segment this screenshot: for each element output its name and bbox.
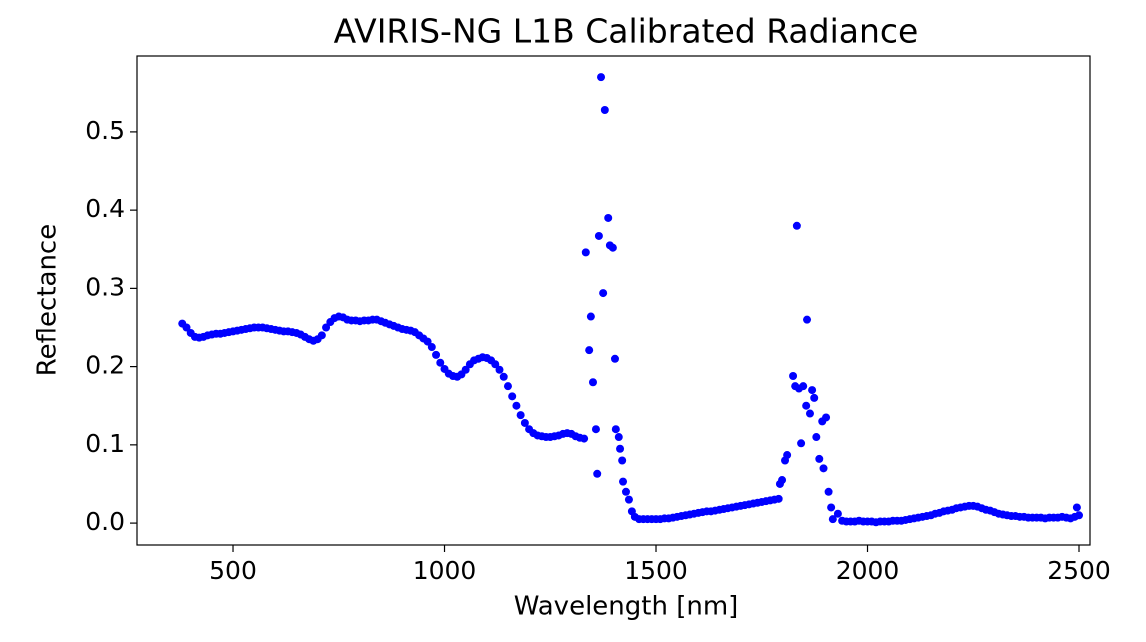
- y-tick-label: 0.0: [85, 507, 125, 536]
- data-point: [827, 503, 836, 512]
- data-point: [597, 73, 606, 82]
- x-tick-label: 1500: [624, 556, 688, 585]
- data-point: [828, 515, 837, 524]
- data-point: [585, 346, 594, 355]
- data-point: [591, 425, 600, 434]
- data-point: [516, 411, 525, 420]
- data-point: [792, 221, 801, 230]
- data-point: [802, 401, 811, 410]
- data-point: [819, 464, 828, 473]
- data-point: [432, 350, 441, 359]
- data-point: [317, 331, 326, 340]
- data-point: [805, 409, 814, 418]
- data-point: [616, 444, 625, 453]
- y-tick-label: 0.3: [85, 272, 125, 301]
- data-point: [812, 433, 821, 442]
- data-point: [491, 360, 500, 369]
- chart-title: AVIRIS-NG L1B Calibrated Radiance: [334, 12, 919, 51]
- data-point: [621, 487, 630, 496]
- y-tick-label: 0.2: [85, 351, 125, 380]
- data-point: [520, 418, 529, 427]
- data-point: [508, 392, 517, 401]
- data-point: [495, 365, 504, 374]
- data-point: [503, 382, 512, 391]
- x-tick-label: 2000: [836, 556, 900, 585]
- y-axis-label: Reflectance: [33, 224, 63, 376]
- data-point: [593, 469, 602, 478]
- y-tick-label: 0.5: [85, 116, 125, 145]
- data-point: [608, 243, 617, 252]
- data-point: [815, 454, 824, 463]
- data-point: [580, 434, 589, 443]
- data-point: [600, 105, 609, 114]
- data-point: [581, 248, 590, 257]
- plot-frame: [136, 55, 1091, 546]
- y-tick-label: 0.4: [85, 194, 125, 223]
- data-point: [833, 509, 842, 518]
- data-point: [586, 312, 595, 321]
- x-tick-label: 500: [209, 556, 257, 585]
- data-point: [423, 337, 432, 346]
- x-tick-label: 2500: [1047, 556, 1111, 585]
- data-point: [614, 433, 623, 442]
- data-point: [594, 231, 603, 240]
- data-point: [810, 393, 819, 402]
- data-point: [783, 451, 792, 460]
- data-point: [789, 372, 798, 381]
- data-point: [436, 358, 445, 367]
- data-point: [182, 323, 191, 332]
- data-point: [599, 289, 608, 298]
- data-point: [808, 386, 817, 395]
- data-point: [799, 382, 808, 391]
- data-point: [461, 365, 470, 374]
- data-point: [824, 487, 833, 496]
- data-point: [322, 323, 331, 332]
- data-point: [1075, 511, 1084, 520]
- data-point: [803, 315, 812, 324]
- y-tick-label: 0.1: [85, 429, 125, 458]
- data-point: [604, 213, 613, 222]
- x-axis-label: Wavelength [nm]: [514, 592, 739, 622]
- data-point: [427, 343, 436, 352]
- data-point: [797, 439, 806, 448]
- data-point: [624, 495, 633, 504]
- data-point: [774, 494, 783, 503]
- data-point: [619, 477, 628, 486]
- data-point: [778, 476, 787, 485]
- data-point: [610, 354, 619, 363]
- data-point: [499, 372, 508, 381]
- x-tick-label: 1000: [413, 556, 477, 585]
- data-point: [618, 456, 627, 465]
- data-point: [822, 413, 831, 422]
- data-point: [512, 401, 521, 410]
- data-point: [1072, 503, 1081, 512]
- data-point: [588, 378, 597, 387]
- data-point: [611, 425, 620, 434]
